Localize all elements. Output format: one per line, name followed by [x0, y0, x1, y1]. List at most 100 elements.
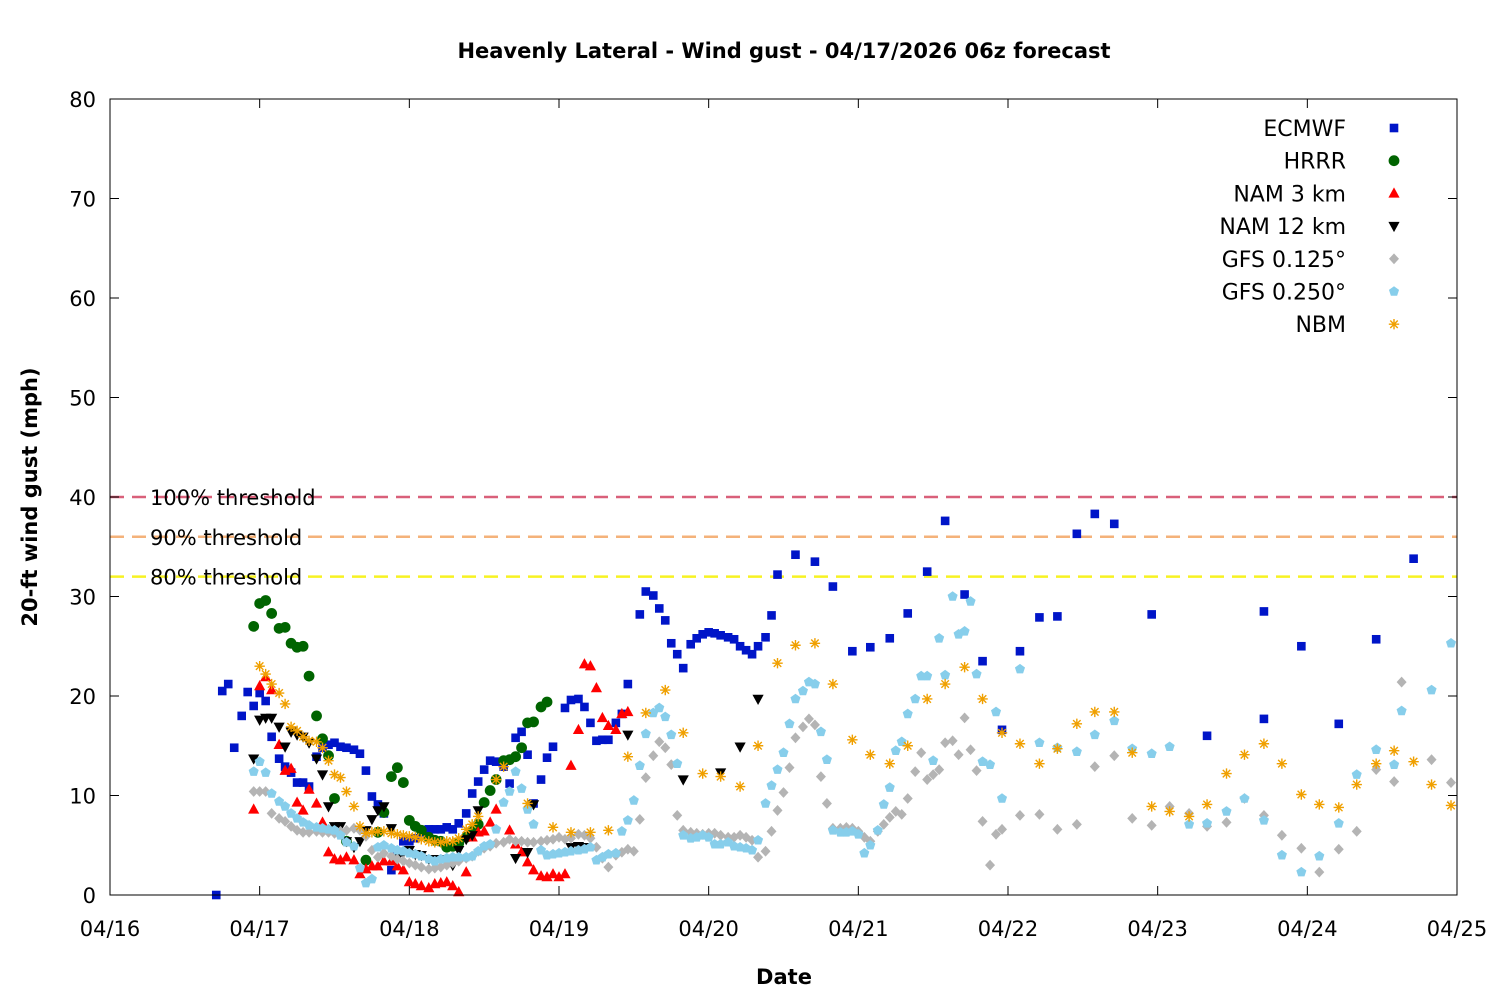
- data-point: [559, 868, 571, 879]
- data-point: [648, 750, 659, 762]
- data-point: [509, 853, 522, 865]
- data-point: [866, 642, 875, 652]
- data-point: [953, 749, 964, 761]
- data-point: [692, 633, 701, 643]
- data-point: [248, 786, 259, 797]
- data-point: [939, 678, 951, 690]
- data-point: [261, 696, 270, 706]
- data-point: [922, 670, 933, 681]
- data-point: [878, 818, 889, 830]
- data-point: [592, 736, 601, 746]
- data-point: [504, 786, 515, 796]
- data-point: [580, 702, 589, 712]
- data-point: [298, 778, 308, 787]
- data-point: [366, 827, 378, 838]
- data-point: [541, 871, 553, 882]
- data-point: [354, 821, 366, 832]
- data-point: [1396, 705, 1407, 716]
- x-tick-label: 04/18: [379, 917, 440, 941]
- data-point: [367, 792, 377, 801]
- data-point: [260, 668, 271, 680]
- data-point: [491, 757, 501, 766]
- data-point: [772, 764, 783, 774]
- data-point: [628, 795, 639, 805]
- data-point: [391, 860, 403, 871]
- data-point: [1034, 809, 1045, 820]
- data-point: [478, 797, 490, 808]
- data-point: [565, 845, 577, 856]
- data-point: [1072, 529, 1082, 539]
- data-point: [523, 750, 532, 760]
- data-point: [1109, 706, 1120, 718]
- data-point: [660, 616, 670, 625]
- data-point: [267, 732, 276, 742]
- data-point: [1333, 802, 1344, 813]
- data-point: [429, 837, 440, 848]
- data-point: [498, 761, 509, 772]
- data-point: [398, 830, 409, 841]
- data-point: [790, 693, 801, 704]
- data-point: [778, 747, 789, 757]
- data-point: [797, 721, 808, 733]
- data-point: [772, 657, 783, 669]
- data-point: [279, 742, 291, 753]
- data-point: [803, 713, 814, 725]
- data-point: [416, 834, 427, 845]
- data-point: [311, 710, 322, 722]
- data-point: [542, 753, 552, 762]
- threshold-label: 80% threshold: [150, 566, 302, 590]
- data-point: [902, 708, 913, 719]
- data-point: [416, 850, 427, 861]
- data-point: [584, 660, 597, 671]
- data-point: [1276, 829, 1287, 841]
- data-point: [947, 735, 958, 747]
- data-point: [729, 634, 739, 644]
- data-point: [1109, 750, 1120, 762]
- data-point: [640, 772, 651, 783]
- data-point: [753, 641, 763, 651]
- data-point: [279, 698, 291, 710]
- data-point: [348, 801, 360, 812]
- data-point: [1015, 646, 1025, 656]
- data-point: [635, 610, 645, 619]
- data-point: [416, 861, 427, 873]
- data-point: [574, 694, 583, 704]
- data-point: [348, 854, 360, 865]
- data-point: [784, 718, 795, 729]
- data-point: [454, 819, 464, 828]
- data-point: [322, 846, 335, 857]
- x-tick-label: 04/24: [1277, 917, 1338, 941]
- data-point: [622, 730, 634, 741]
- data-point: [498, 797, 509, 807]
- data-point: [1259, 607, 1269, 616]
- legend-label: GFS 0.125°: [1222, 248, 1346, 273]
- data-point: [634, 813, 645, 825]
- data-point: [415, 880, 427, 891]
- data-point: [585, 827, 596, 838]
- data-point: [521, 856, 534, 867]
- data-point: [403, 876, 415, 887]
- data-point: [734, 742, 746, 753]
- data-point: [516, 783, 527, 793]
- data-point: [491, 824, 502, 834]
- data-point: [1071, 746, 1082, 757]
- data-point: [716, 631, 725, 640]
- data-point: [847, 734, 858, 745]
- data-point: [536, 775, 546, 784]
- data-point: [735, 641, 745, 651]
- data-point: [622, 815, 633, 825]
- data-point: [859, 847, 870, 858]
- data-point: [603, 825, 614, 836]
- legend-label: NAM 3 km: [1233, 182, 1346, 207]
- data-point: [610, 723, 622, 735]
- data-point: [254, 756, 265, 766]
- data-point: [997, 823, 1008, 835]
- data-point: [273, 722, 285, 733]
- data-point: [1276, 758, 1288, 769]
- legend-label: NBM: [1295, 313, 1346, 338]
- data-point: [260, 595, 272, 606]
- data-point: [229, 743, 239, 753]
- data-point: [666, 638, 676, 648]
- data-point: [1014, 738, 1026, 749]
- legend-label: ECMWF: [1263, 117, 1346, 142]
